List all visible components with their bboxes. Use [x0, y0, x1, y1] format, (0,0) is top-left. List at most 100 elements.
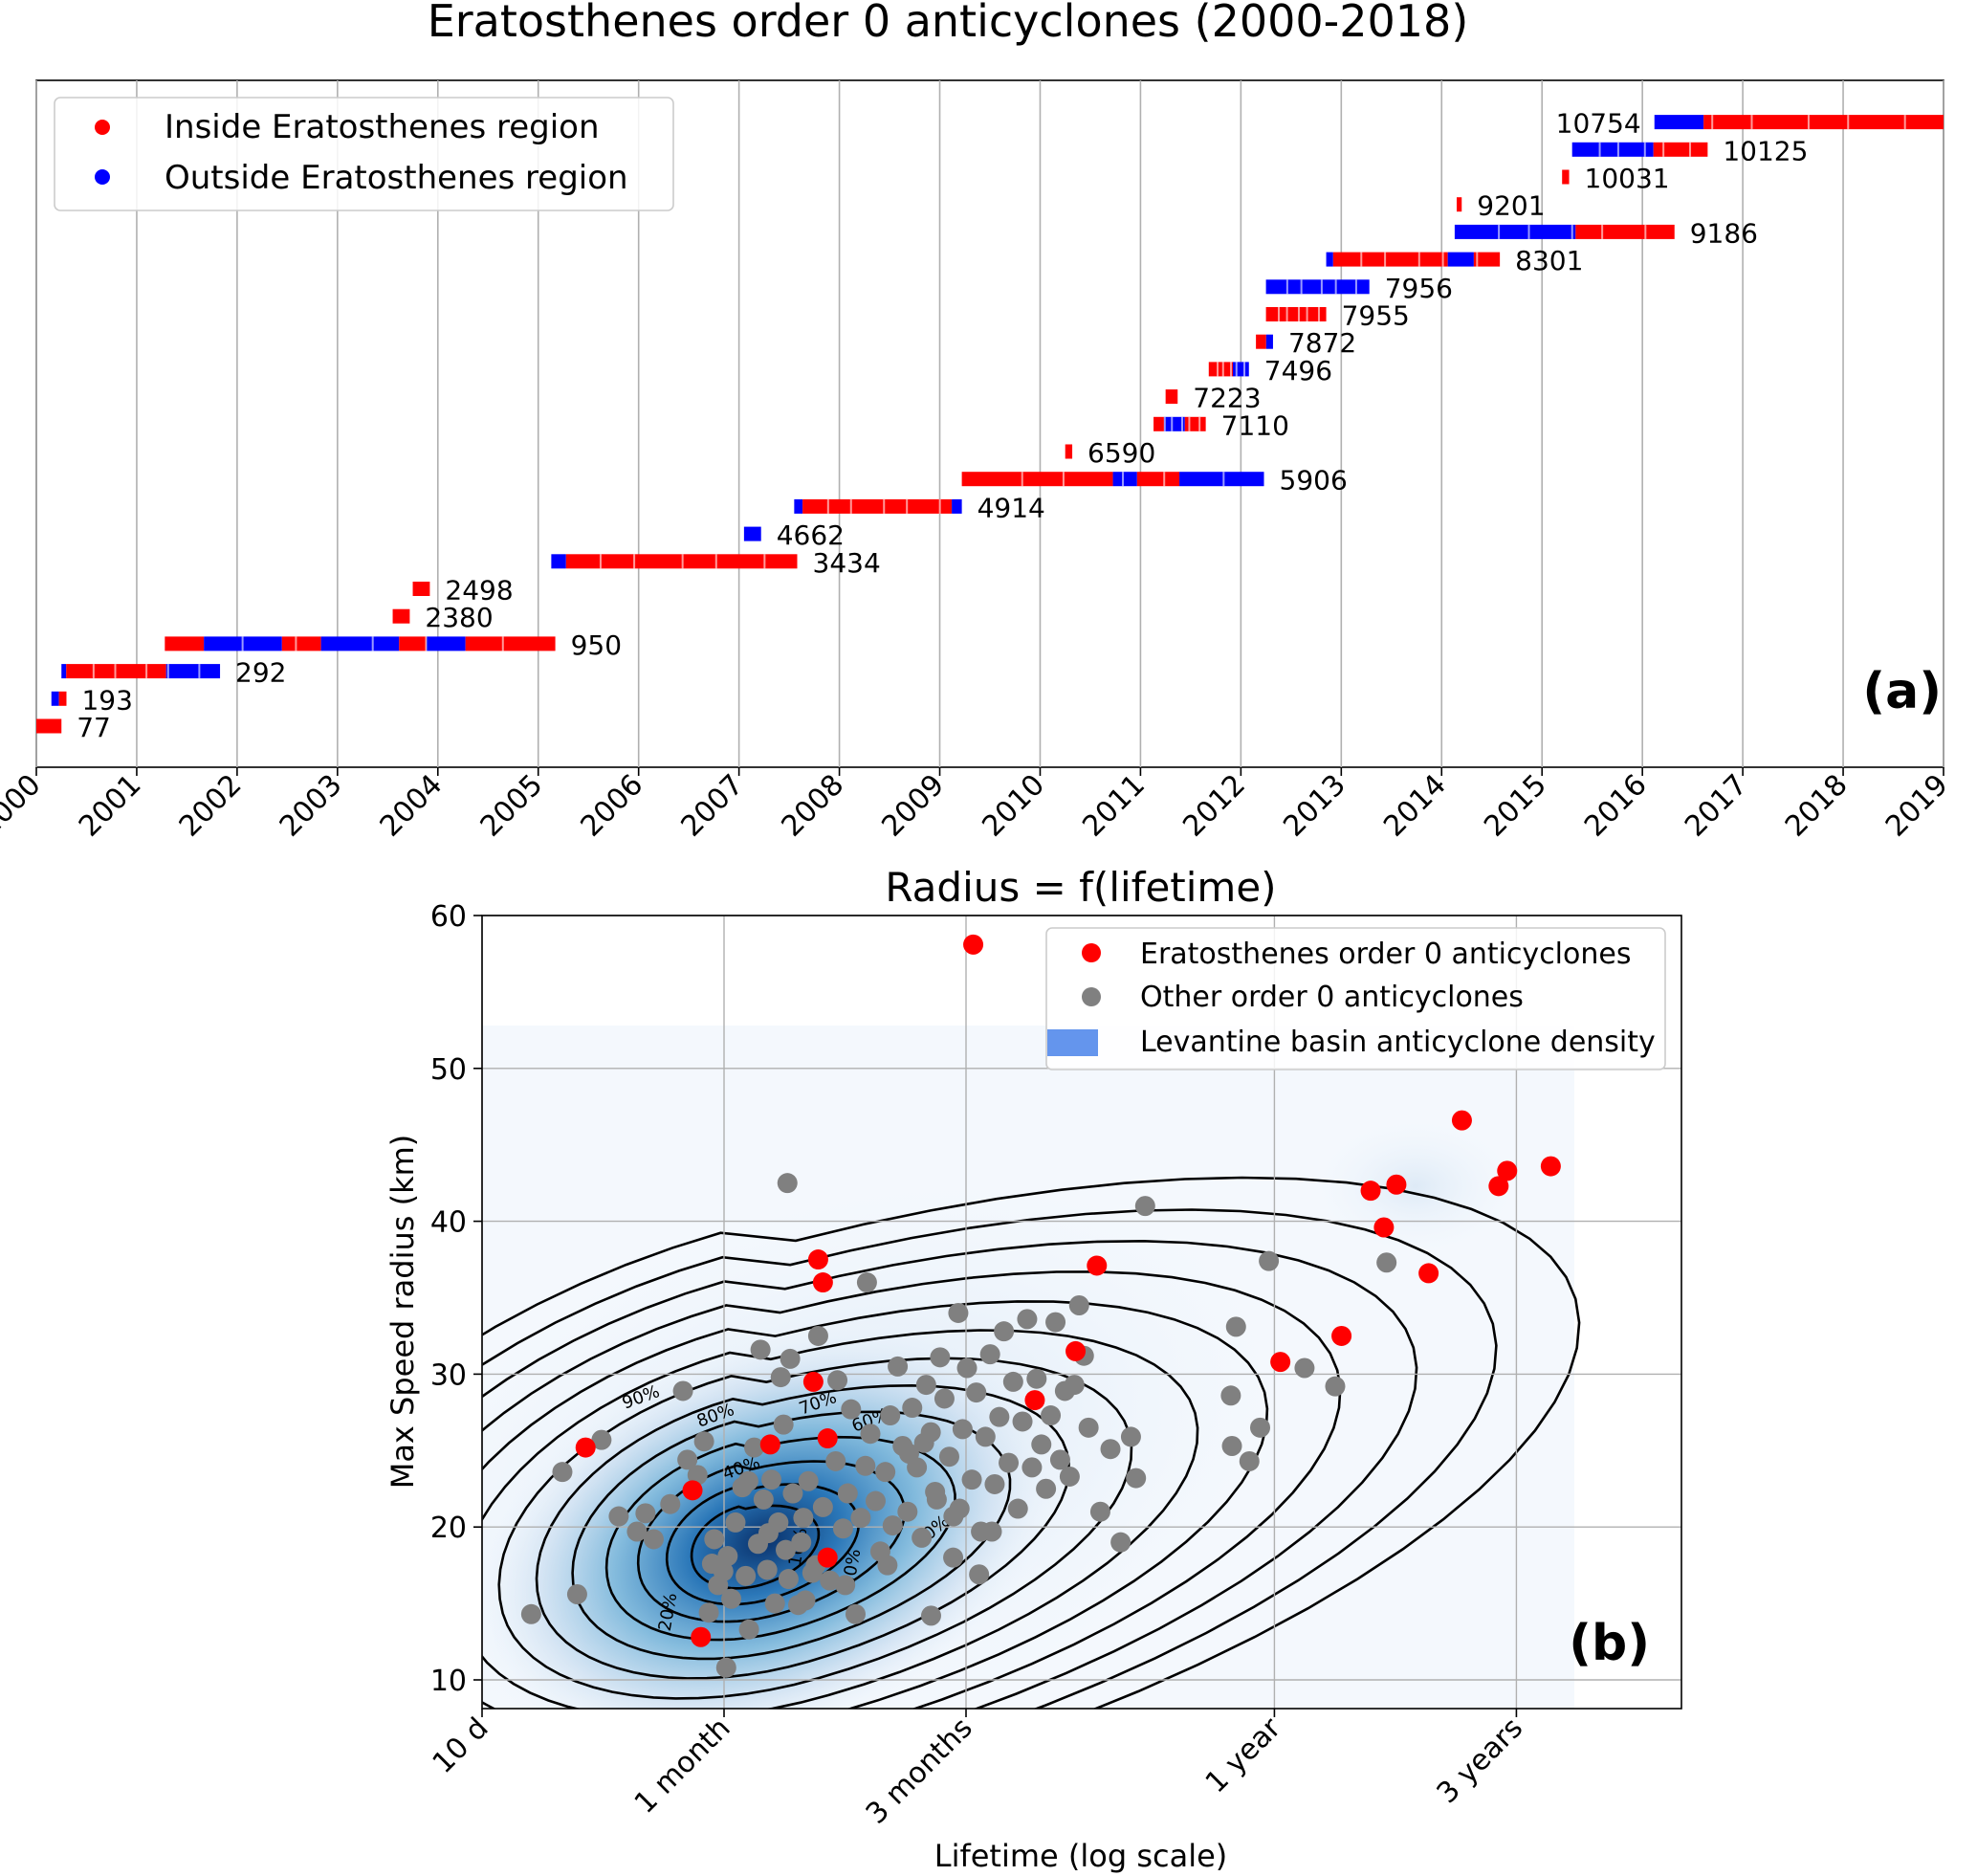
- timeline-tick-label: 2003: [274, 768, 349, 844]
- other-anticyclone-point: [966, 1382, 987, 1403]
- other-anticyclone-point: [930, 1347, 951, 1368]
- legend-eratosthenes-marker: [1082, 943, 1101, 962]
- timeline-bar-segment: [281, 636, 321, 651]
- eratosthenes-point: [1386, 1174, 1407, 1195]
- scatter-legend-box: [1045, 927, 1666, 1070]
- timeline-tick-label: 2005: [474, 768, 550, 844]
- timeline-bar-stripe: [198, 664, 201, 679]
- timeline-bar-segment: [1112, 472, 1137, 487]
- timeline-bar-label: 9201: [1477, 190, 1545, 222]
- other-anticyclone-point: [1259, 1250, 1280, 1271]
- other-anticyclone-point: [1294, 1357, 1315, 1379]
- density-contour: [482, 1239, 1418, 1709]
- other-anticyclone-point: [1110, 1532, 1131, 1553]
- density-contour: [482, 1329, 1199, 1709]
- timeline-tick-label: 2016: [1578, 768, 1654, 844]
- other-anticyclone-point: [1120, 1426, 1141, 1447]
- timeline-tick-label: 2014: [1377, 768, 1453, 844]
- other-anticyclone-point: [660, 1493, 681, 1514]
- timeline-bar-segment: [1265, 307, 1327, 321]
- eratosthenes-point: [1331, 1325, 1352, 1346]
- other-anticyclone-point: [757, 1559, 778, 1580]
- other-anticyclone-points: [520, 1173, 1397, 1678]
- other-anticyclone-point: [736, 1565, 757, 1586]
- timeline-bar-label: 7956: [1385, 273, 1453, 304]
- other-anticyclone-point: [744, 1437, 765, 1458]
- eratosthenes-point: [1024, 1390, 1045, 1411]
- timeline-bar-stripe: [1235, 362, 1238, 377]
- timeline-bar-segment: [551, 554, 566, 569]
- other-anticyclone-point: [1064, 1375, 1085, 1396]
- timeline-bar-segment: [1265, 334, 1273, 349]
- timeline-bar-stripe: [1807, 115, 1810, 130]
- timeline-legend: Inside Eratosthenes region Outside Erato…: [54, 97, 674, 211]
- eratosthenes-point: [1087, 1255, 1108, 1276]
- other-anticyclone-point: [1134, 1196, 1155, 1217]
- other-anticyclone-point: [626, 1521, 648, 1542]
- eratosthenes-point: [817, 1547, 838, 1568]
- timeline-bar-stripe: [1277, 307, 1280, 321]
- other-anticyclone-point: [725, 1512, 746, 1533]
- timeline-tick-label: 2008: [775, 768, 850, 844]
- timeline-bar-segment: [1065, 444, 1073, 459]
- timeline-bar-stripe: [1243, 362, 1246, 377]
- other-anticyclone-point: [850, 1508, 871, 1529]
- other-anticyclone-point: [1026, 1368, 1047, 1389]
- other-anticyclone-point: [698, 1602, 719, 1623]
- timeline-gridlines: [35, 80, 1944, 767]
- timeline-bar-segment: [1575, 224, 1675, 239]
- timeline-bar-label: 7223: [1193, 383, 1261, 414]
- timeline-bar-stripe: [1441, 252, 1444, 267]
- other-anticyclone-point: [1220, 1385, 1241, 1406]
- timeline-bar-stripe: [906, 498, 909, 514]
- legend-density-label: Levantine basin anticyclone density: [1140, 1026, 1656, 1059]
- other-anticyclone-point: [915, 1375, 936, 1396]
- timeline-bar-stripe: [166, 664, 169, 679]
- other-anticyclone-point: [761, 1469, 782, 1490]
- other-anticyclone-point: [1041, 1405, 1062, 1426]
- eratosthenes-point: [817, 1428, 838, 1449]
- other-anticyclone-point: [753, 1489, 774, 1510]
- other-anticyclone-point: [943, 1547, 964, 1568]
- scatter-x-tick-label: 3 years: [1431, 1711, 1529, 1810]
- timeline-bar-stripe: [1222, 472, 1225, 487]
- timeline-bar-segment: [1326, 252, 1333, 267]
- timeline-tick-label: 2000: [0, 768, 48, 844]
- timeline-bar-segment: [794, 498, 803, 514]
- other-anticyclone-point: [1036, 1478, 1057, 1499]
- other-anticyclone-point: [1250, 1417, 1271, 1438]
- other-anticyclone-point: [952, 1419, 973, 1440]
- timeline-bar-stripe: [241, 636, 244, 651]
- other-anticyclone-point: [979, 1344, 1000, 1365]
- timeline-tick-label: 2001: [73, 768, 148, 844]
- timeline-bar-label: 10125: [1723, 135, 1808, 166]
- timeline-bar-stripe: [1188, 416, 1191, 431]
- timeline-bar-segment: [1265, 279, 1370, 295]
- timeline-bar-segment: [1165, 389, 1178, 405]
- timeline-x-axis: 2000 2001 2002 2003 2004 2005 2006 2007 2008 2009…: [0, 767, 1955, 844]
- timeline-bar-stripe: [1644, 224, 1647, 239]
- timeline-bar-stripe: [1571, 224, 1573, 239]
- timeline-tick-label: 2017: [1679, 768, 1754, 844]
- eratosthenes-point: [1488, 1176, 1509, 1197]
- timeline-bar-segment: [1179, 472, 1264, 487]
- timeline-bar-stripe: [1616, 142, 1619, 157]
- other-anticyclone-point: [608, 1506, 629, 1527]
- timeline-bar-segment: [412, 582, 430, 596]
- other-anticyclone-point: [845, 1603, 866, 1624]
- timeline-bar-segment: [165, 664, 221, 679]
- other-anticyclone-point: [770, 1367, 791, 1388]
- timeline-bar-label: 7110: [1221, 409, 1289, 441]
- legend-inside-marker: [95, 120, 110, 135]
- scatter-y-axis: 10 20 30 40 50 60: [430, 900, 482, 1698]
- other-anticyclone-point: [780, 1348, 801, 1369]
- timeline-bar-stripe: [1711, 115, 1714, 130]
- other-anticyclone-point: [827, 1370, 848, 1391]
- timeline-bar-segment: [1454, 224, 1576, 239]
- timeline-bar-label: 3434: [813, 547, 881, 579]
- timeline-bar-stripe: [1476, 252, 1479, 267]
- other-anticyclone-point: [1239, 1450, 1260, 1471]
- density-contour: [482, 1270, 1342, 1709]
- timeline-tick-label: 2019: [1879, 768, 1955, 844]
- other-anticyclone-point: [898, 1443, 919, 1464]
